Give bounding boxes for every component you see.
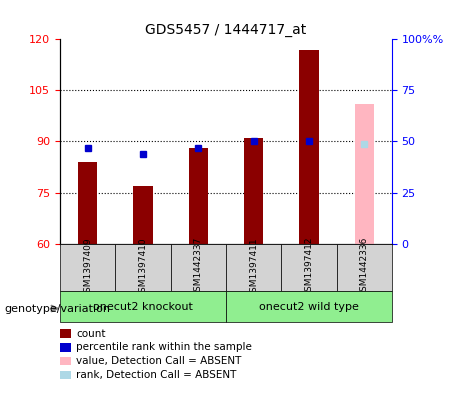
Text: GSM1397410: GSM1397410 [138,237,148,298]
Bar [78,162,97,244]
FancyBboxPatch shape [226,291,392,322]
Text: GSM1397412: GSM1397412 [304,237,313,298]
Bar [299,50,319,244]
FancyBboxPatch shape [337,244,392,291]
Text: GSM1442336: GSM1442336 [360,237,369,298]
Bar [60,329,71,338]
Title: GDS5457 / 1444717_at: GDS5457 / 1444717_at [145,23,307,37]
Text: percentile rank within the sample: percentile rank within the sample [76,342,252,353]
Text: genotype/variation: genotype/variation [5,303,111,314]
Text: rank, Detection Call = ABSENT: rank, Detection Call = ABSENT [76,370,236,380]
Bar [133,186,153,244]
Text: GSM1397409: GSM1397409 [83,237,92,298]
Bar [244,138,263,244]
Bar [355,104,374,244]
Bar [189,148,208,244]
Text: GSM1397411: GSM1397411 [249,237,258,298]
FancyBboxPatch shape [281,244,337,291]
FancyBboxPatch shape [171,244,226,291]
Text: onecut2 wild type: onecut2 wild type [259,301,359,312]
Text: onecut2 knockout: onecut2 knockout [93,301,193,312]
FancyBboxPatch shape [115,244,171,291]
Bar [60,371,71,379]
Bar [60,343,71,352]
FancyBboxPatch shape [60,244,115,291]
FancyBboxPatch shape [226,244,281,291]
Text: count: count [76,329,106,339]
Text: GSM1442337: GSM1442337 [194,237,203,298]
Text: value, Detection Call = ABSENT: value, Detection Call = ABSENT [76,356,242,366]
Bar [60,357,71,365]
FancyBboxPatch shape [60,291,226,322]
